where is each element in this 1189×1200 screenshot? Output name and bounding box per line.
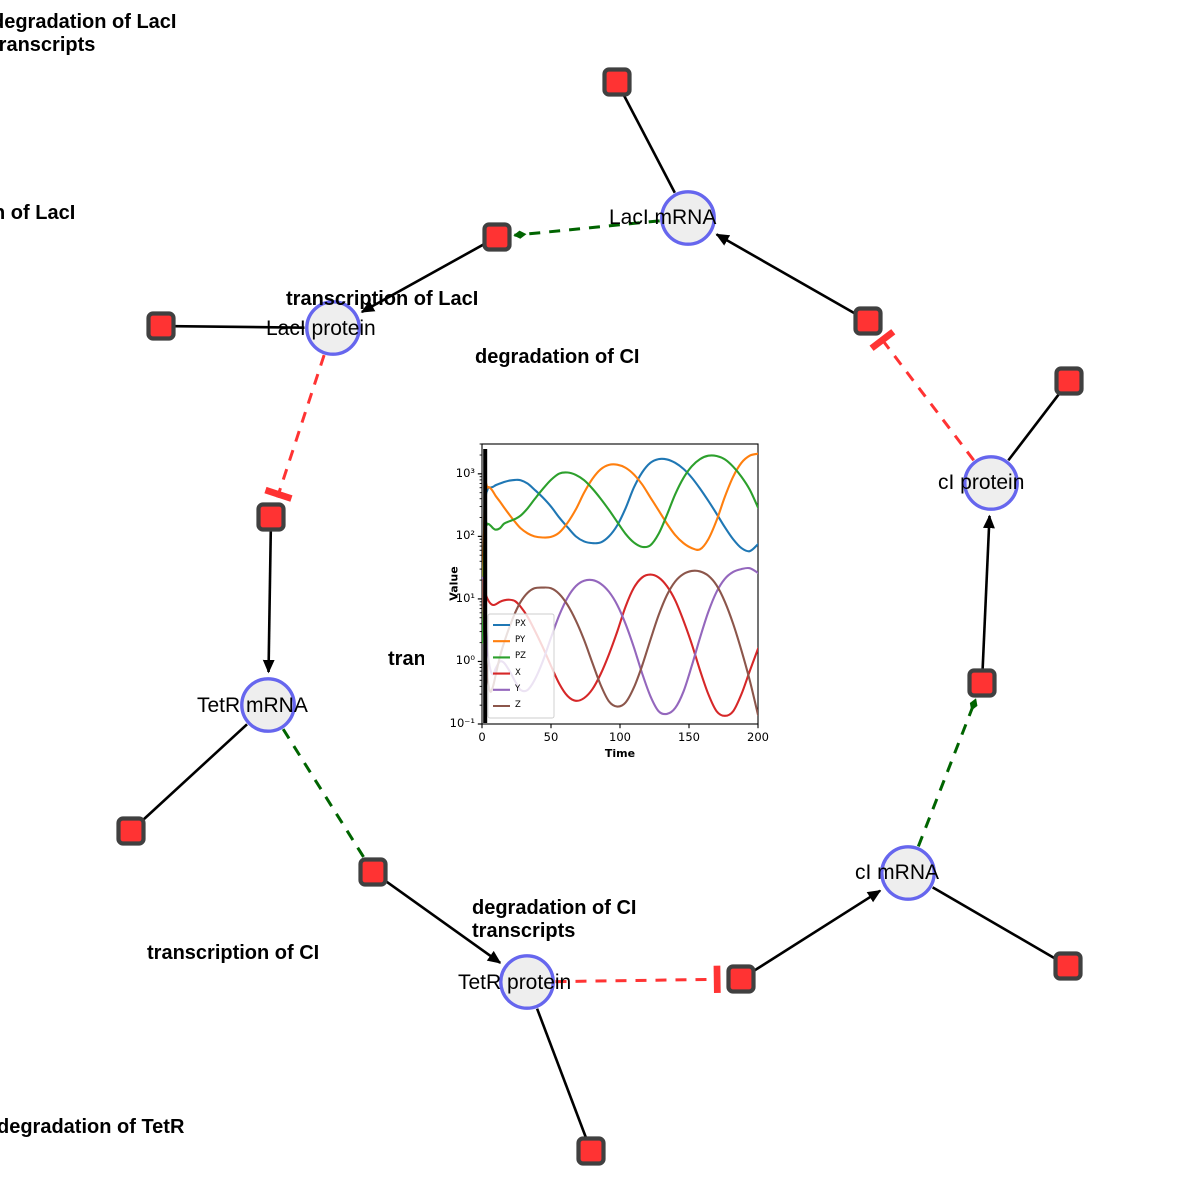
node-layer (116, 67, 1084, 1166)
edge-consumption (535, 1008, 588, 1139)
ytick-label-0: 10⁻¹ (449, 716, 475, 730)
edge-consumption (174, 324, 305, 329)
chart-legend-box (487, 613, 555, 719)
xtick-label-2: 100 (609, 730, 631, 744)
species-node-ci_mrna[interactable] (880, 845, 936, 901)
edge-activation (513, 219, 660, 239)
xtick-label-4: 200 (747, 730, 769, 744)
edge-consumption (1007, 390, 1062, 462)
edge-production (262, 529, 275, 674)
legend-label-Z: Z (515, 700, 521, 710)
reaction-node-translation_tetr[interactable] (358, 857, 388, 887)
ytick-label-1: 10⁰ (455, 653, 475, 668)
yaxis-title: Value (447, 566, 461, 601)
edge-consumption (140, 723, 248, 823)
edge-production (981, 514, 995, 671)
xtick-label-3: 150 (678, 730, 700, 744)
series-line-X (482, 573, 758, 717)
chart-tick-marks (477, 443, 759, 729)
legend-label-Y: Y (515, 683, 521, 694)
reaction-node-degradation_ci[interactable] (1054, 366, 1084, 396)
reaction-node-transcription_laci[interactable] (853, 306, 883, 336)
reaction-node-degradation_tetr[interactable] (576, 1136, 606, 1166)
edge-production (751, 889, 882, 974)
ytick-label-2: 10¹ (455, 590, 475, 605)
xtick-label-1: 50 (543, 730, 559, 744)
series-line-PZ (482, 454, 758, 644)
legend-label-X: X (515, 667, 521, 678)
reaction-node-degradation_ci_transcripts[interactable] (1053, 951, 1083, 981)
ytick-label-4: 10³ (455, 465, 475, 480)
xtick-label-0: 0 (478, 730, 486, 744)
reaction-node-translation_laci[interactable] (482, 222, 512, 252)
series-line-PY (482, 452, 758, 644)
edge-production (360, 242, 487, 314)
species-node-tetr_protein[interactable] (499, 954, 555, 1010)
reaction-node-transcription_tetr[interactable] (256, 502, 286, 532)
legend-label-PX: PX (515, 619, 526, 629)
edge-consumption (622, 93, 676, 194)
species-node-laci_mrna[interactable] (660, 190, 716, 246)
edge-inhibition (264, 354, 326, 502)
chart-legend-swatches (493, 623, 510, 708)
timecourse-chart-inset: 0 50 100 150 200 10⁻¹ 10⁰ 10¹ 10² 10³ Time Value PX P… (424, 437, 776, 761)
legend-label-PZ: PZ (515, 651, 526, 662)
ytick-label-3: 10² (455, 528, 475, 543)
edge-layer (140, 93, 1062, 1139)
edge-activation (916, 698, 978, 847)
species-node-laci_protein[interactable] (305, 300, 361, 356)
series-line-PX (482, 457, 758, 633)
species-node-ci_protein[interactable] (963, 455, 1019, 511)
edge-inhibition (869, 329, 975, 462)
edge-consumption (931, 886, 1057, 961)
reaction-node-transcription_ci[interactable] (726, 964, 756, 994)
reaction-node-degradation_tetr_transcripts[interactable] (116, 816, 146, 846)
edge-production (382, 878, 502, 964)
edge-inhibition (555, 965, 721, 994)
legend-label-PY: PY (515, 635, 526, 646)
reaction-node-degradation_laci_transcripts[interactable] (602, 67, 632, 97)
reaction-node-degradation_laci[interactable] (146, 311, 176, 341)
xaxis-title: Time (604, 747, 636, 760)
reaction-node-translation_ci[interactable] (967, 668, 997, 698)
species-node-tetr_mrna[interactable] (240, 677, 296, 733)
edge-production (715, 233, 858, 316)
edge-activation (281, 728, 368, 862)
